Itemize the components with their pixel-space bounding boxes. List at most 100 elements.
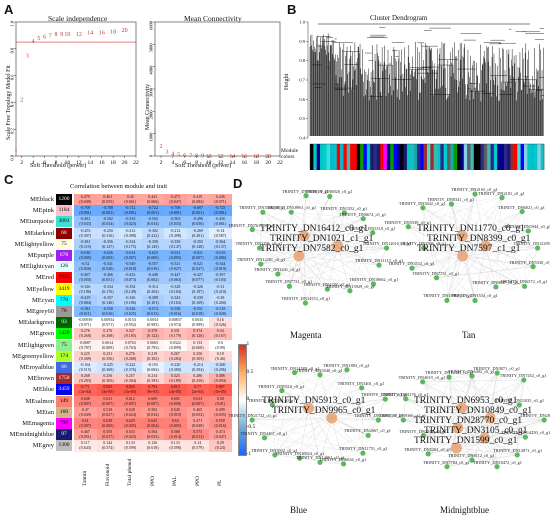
cell-r: 0.77 [194,384,202,390]
cell-p: (0.179) [169,333,182,339]
heatmap-cell: 0.117 (0.643) [74,440,97,452]
heatmap-cell: 0.533 (0.023) [119,429,142,441]
colorbar-tick: 0 [246,396,250,402]
module-color-segment [437,144,441,170]
panel-c-label: C [4,172,14,187]
heatmap-cell: 0.465 (0.052) [186,406,209,418]
cell-p: (0.983) [146,322,159,328]
heatmap-cell: 0.499 (0.035) [209,406,232,418]
gene-node [419,379,426,385]
hub-gene-label: TRINITY_DN10849_c0_g1 [424,406,533,416]
module-name: MEyellow [26,285,54,293]
cell-r: -0.518 [215,306,226,311]
cell-p: (0.020) [101,266,114,272]
hub-node [293,250,305,262]
heatmap-cell: 0.00837 (0.974) [164,317,187,329]
cell-p: (0.587) [214,232,227,238]
conn-point: 20 [265,154,271,160]
gene-node [420,432,426,439]
cell-p: (0.016) [146,266,159,272]
heatmap-cell: -0.611 (0.007) [186,250,209,262]
gene-node [521,377,527,383]
cell-r: -0.433 [125,272,136,278]
gene-node [258,261,264,267]
gene-node [409,265,415,271]
heatmap-cell: -0.343 (0.163) [164,294,187,306]
cell-r: -0.357 [102,294,113,300]
gene-label: TRINITY_DN14250_c0_g1 [501,430,550,436]
heatmap-cell: -0.14 (0.587) [209,227,232,239]
cell-r: 0.608 [80,395,90,401]
cell-r: 0.793 [148,384,158,390]
heatmap-cell: -0.250 (0.316) [96,227,119,239]
scale-xtick: 16 [99,160,105,166]
heatmap-cell: 0.555 (0.017) [96,429,119,441]
module-count: 3419 [56,283,72,295]
gene-node [375,417,381,423]
cell-p: (0.643) [79,445,92,451]
cell-r: 0.545 [170,406,180,412]
cell-p: (0.787) [79,344,92,350]
module-color-segment [416,144,421,170]
cell-r: -0.355 [192,238,203,244]
module-count: 68 [56,227,72,239]
conn-point: 1 [154,129,157,135]
heatmap-cell: 0.771 (2e-04) [74,384,97,396]
heatmap-cell: 0.441 (0.066) [141,194,164,206]
module-count: 770 [56,294,72,306]
cell-r: -0.356 [170,238,181,244]
cell-p: (0.250) [191,378,204,384]
scale-xtick: 10 [65,160,71,166]
cell-r: 0.629 [103,418,113,423]
conn-xtick: 6 [183,160,186,166]
cell-r: -0.450 [215,216,226,222]
module-color-segment [430,144,434,170]
heatmap-cell: 0.0665 (0.793) [141,339,164,351]
module-color-segment [333,144,338,170]
cell-p: (0.033) [146,434,159,440]
scale-point: 10 [64,32,70,38]
gene-node [469,457,475,463]
gene-node [327,193,333,200]
gene-node [340,461,347,467]
module-count: 1750 [56,373,72,385]
cell-p: (0.007) [79,400,92,406]
dendro-ytick: 0.4 [299,136,305,141]
heatmap-cell: 0.629 (0.005) [96,418,119,430]
scale-point: 2 [20,98,23,104]
gene-label: TRINITY_DN9539_c0_g1 [282,188,329,194]
module-count: 3001 [56,216,72,228]
conn-ytick: 4000 [149,65,154,75]
cell-r: -0.364 [215,238,226,244]
conn-xtick: 4 [171,160,174,166]
heatmap-cell: 0.14 (0.579) [186,440,209,452]
cell-p: (0.047) [169,199,182,204]
conn-ytick: 6000 [149,20,154,30]
heatmap-cell: 0.436 (0.071) [209,194,232,206]
panel-d-networks [249,191,547,470]
cell-p: (0.283) [79,378,92,384]
module-count: 93 [56,317,72,329]
heatmap-cell: -0.00939 (0.971) [74,317,97,329]
module-count: 1300 [56,440,72,452]
colorbar-tick: 1 [246,341,250,347]
module-color-segment [340,144,344,170]
heatmap-cell: -0.518 (0.028) [209,306,232,318]
heatmap-cell: 0.142 (0.574) [96,440,119,452]
scale-point: 1 [15,147,18,153]
cell-r: -0.623 [147,250,158,255]
gene-label: TRINITY_DN9366_c0_g1 [379,413,427,418]
module-color-segment [483,144,488,170]
module-count: 126 [56,261,72,273]
cell-p: (0.034) [101,221,114,227]
cell-p: (0.305) [101,378,114,384]
gene-node [525,228,531,234]
cell-p: (0.066) [146,199,159,204]
scale-ytick: 0.8 [10,47,15,53]
hub-node [450,442,462,454]
cell-p: (5e-05) [214,389,227,395]
heatmap-cell: -0.467 (0.050) [74,272,97,284]
cell-p: (0.001) [146,210,159,216]
cell-r: 0.231 [103,350,113,356]
module-color-segment [360,144,364,170]
